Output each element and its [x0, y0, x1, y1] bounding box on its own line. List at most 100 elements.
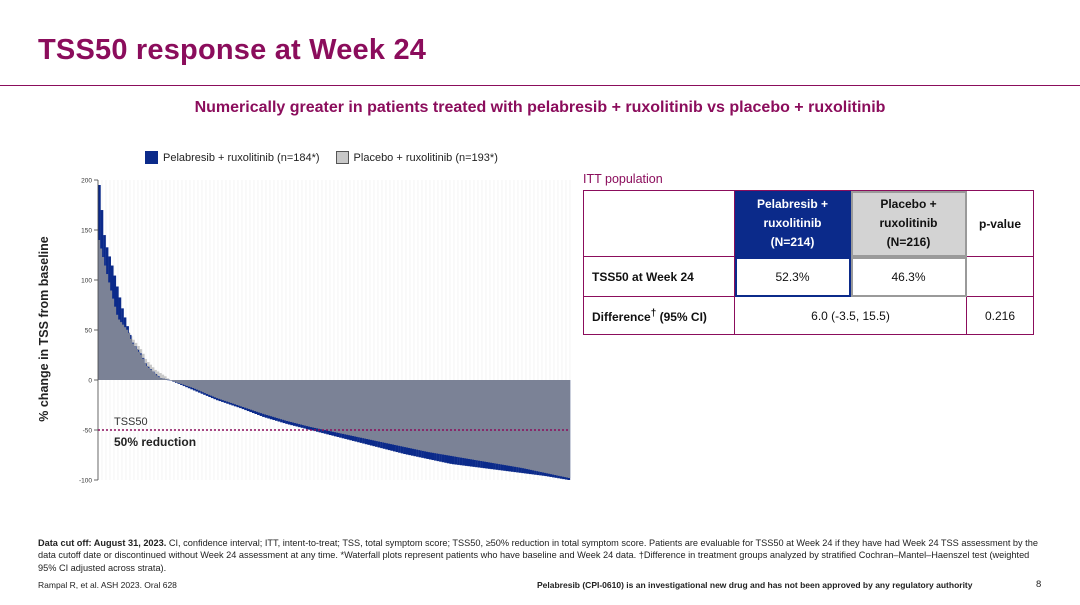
header-pelabresib-line3: (N=214) [770, 235, 815, 249]
overlap-bar [414, 380, 417, 450]
overlap-bar [104, 265, 107, 380]
overlap-bar [130, 338, 133, 380]
overlap-bar [282, 380, 285, 420]
overlap-bar [350, 380, 353, 436]
overlap-bar [292, 380, 295, 423]
overlap-bar [240, 380, 243, 407]
overlap-bar [406, 380, 409, 448]
overlap-bar [190, 380, 193, 388]
overlap-bar [186, 380, 189, 386]
overlap-bar [486, 380, 489, 463]
overlap-bar [148, 367, 151, 380]
overlap-bar [394, 380, 397, 445]
overlap-bar [238, 380, 241, 406]
overlap-bar [178, 380, 181, 384]
overlap-bar [336, 380, 339, 433]
overlap-bar [156, 375, 159, 380]
overlap-bar [388, 380, 391, 444]
overlap-bar [166, 379, 169, 380]
overlap-bar [462, 380, 465, 458]
overlap-bar [548, 380, 551, 474]
overlap-bar [404, 380, 407, 448]
overlap-bar [400, 380, 403, 447]
overlap-bar [470, 380, 473, 460]
difference-label-ci: (95% CI) [656, 309, 707, 324]
overlap-bar [136, 349, 139, 380]
overlap-bar [330, 380, 333, 432]
overlap-bar [354, 380, 357, 437]
overlap-bar [496, 380, 499, 464]
overlap-bar [216, 380, 219, 399]
overlap-bar [248, 380, 251, 410]
overlap-bar [228, 380, 231, 403]
overlap-bar [408, 380, 411, 448]
overlap-bar [512, 380, 515, 467]
legend-item-pelabresib: Pelabresib + ruxolitinib (n=184*) [145, 151, 320, 164]
overlap-bar [142, 358, 145, 380]
overlap-bar [244, 380, 247, 408]
overlap-bar [254, 380, 257, 412]
overlap-bar [152, 371, 155, 380]
overlap-bar [206, 380, 209, 394]
overlap-bar [538, 380, 541, 472]
overlap-bar [258, 380, 261, 413]
overlap-bar [364, 380, 367, 439]
overlap-bar [526, 380, 529, 470]
overlap-bar [264, 380, 267, 415]
overlap-bar [490, 380, 493, 463]
cell-difference-value: 6.0 (-3.5, 15.5) [734, 296, 967, 335]
placebo-bar [161, 374, 165, 380]
overlap-bar [518, 380, 521, 468]
overlap-bar [510, 380, 513, 467]
overlap-bar [410, 380, 413, 449]
overlap-bar [114, 306, 117, 380]
tss50-label: TSS50 [114, 416, 148, 428]
overlap-bar [322, 380, 325, 430]
overlap-bar [310, 380, 313, 428]
overlap-bar [446, 380, 449, 456]
overlap-bar [524, 380, 527, 469]
overlap-bar [564, 380, 567, 478]
overlap-bar [452, 380, 455, 457]
overlap-bar [438, 380, 441, 454]
overlap-bar [116, 314, 119, 380]
overlap-bar [560, 380, 563, 477]
overlap-bar [252, 380, 255, 411]
overlap-bar [432, 380, 435, 453]
overlap-bar [272, 380, 275, 417]
overlap-bar [308, 380, 311, 427]
overlap-bar [500, 380, 503, 465]
overlap-bar [342, 380, 345, 434]
overlap-bar [370, 380, 373, 440]
row-label-tss50: TSS50 at Week 24 [583, 256, 735, 297]
overlap-bar [224, 380, 227, 401]
overlap-bar [480, 380, 483, 462]
tss50-sublabel: 50% reduction [114, 435, 196, 449]
overlap-bar [242, 380, 245, 408]
overlap-bar [532, 380, 535, 471]
y-tick-label: -50 [83, 428, 93, 435]
overlap-bar [270, 380, 273, 417]
overlap-bar [312, 380, 315, 428]
overlap-bar [506, 380, 509, 466]
overlap-bar [380, 380, 383, 442]
overlap-bar [100, 248, 103, 380]
table-corner-cell [583, 190, 735, 257]
overlap-bar [194, 380, 197, 389]
overlap-bar [184, 380, 187, 386]
overlap-bar [484, 380, 487, 462]
overlap-bar [556, 380, 559, 476]
waterfall-chart: 200 150 100 50 0 -50 -100 TSS50 50% reduction [79, 178, 571, 485]
overlap-bar [430, 380, 433, 453]
overlap-bar [198, 380, 201, 391]
overlap-bar [220, 380, 223, 400]
overlap-bar [324, 380, 327, 431]
overlap-bar [236, 380, 239, 405]
placebo-bar [166, 378, 170, 380]
overlap-bar [108, 282, 111, 380]
overlap-bar [390, 380, 393, 445]
overlap-bar [204, 380, 207, 394]
overlap-bar [332, 380, 335, 432]
regulatory-disclaimer: Pelabresib (CPI-0610) is an investigatio… [537, 580, 973, 590]
overlap-bar [392, 380, 395, 445]
